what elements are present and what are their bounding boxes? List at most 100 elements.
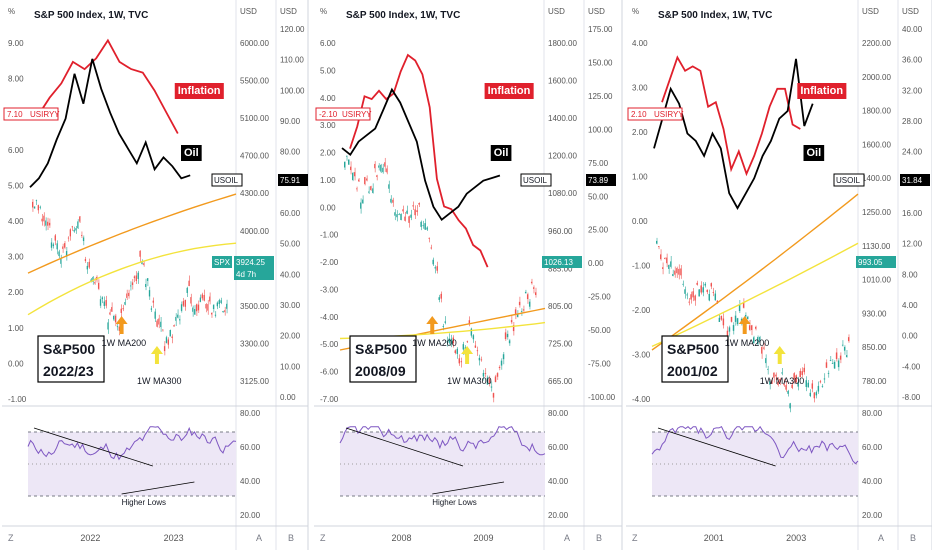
candle-body <box>672 274 674 277</box>
candle-body <box>528 301 531 307</box>
candle-body <box>674 270 676 275</box>
period-label-line2: 2022/23 <box>43 363 94 379</box>
left-tick-label: -2.00 <box>320 258 339 267</box>
candle-body <box>684 289 686 294</box>
candle-body <box>530 281 533 284</box>
candle-body <box>414 209 416 216</box>
ma200-label: 1W MA200 <box>412 338 457 348</box>
footer-a-button: A <box>878 533 884 543</box>
chart-title: S&P 500 Index, 1W, TVC <box>34 10 148 21</box>
candle-body <box>498 366 501 369</box>
candle-body <box>704 283 706 286</box>
left-tick-label: 1.00 <box>632 173 648 182</box>
mid-tick-label: 780.00 <box>862 377 887 386</box>
candle-body <box>518 301 521 306</box>
mid-tick-label: 1800.00 <box>862 107 891 116</box>
candle-body <box>194 309 196 315</box>
candle-body <box>114 315 117 323</box>
right-tick-label: 100.00 <box>280 86 305 95</box>
left-tick-label: 5.00 <box>320 66 336 75</box>
candle-body <box>787 390 789 394</box>
mid-tick-label: 1130.00 <box>862 242 891 251</box>
candle-body <box>364 177 366 185</box>
candle-body <box>466 341 469 343</box>
candle-body <box>797 381 799 387</box>
candle-body <box>440 293 442 299</box>
candle-body <box>71 226 73 228</box>
right-tick-label: 110.00 <box>280 56 304 65</box>
left-tick-label: 2.00 <box>320 149 336 158</box>
candle-body <box>152 300 154 303</box>
candle-body <box>133 276 136 279</box>
candle-body <box>785 385 787 390</box>
candle-body <box>39 206 41 208</box>
right-tick-label: -25.00 <box>588 293 611 302</box>
chart-panel-2: S&P 500 Index, 1W, TVC% USD USD 6.00 5.00 4.0… <box>314 0 623 550</box>
candle-body <box>789 403 791 409</box>
oil-value-tag <box>586 174 616 186</box>
right-tick-label: 150.00 <box>588 58 613 67</box>
mid-tick-label: 4700.00 <box>240 152 269 161</box>
right-tick-label: 80.00 <box>280 148 301 157</box>
candle-body <box>478 357 481 361</box>
candle-body <box>526 294 529 300</box>
candle-body <box>107 322 109 330</box>
left-tick-label: 2.00 <box>632 128 648 137</box>
candle-body <box>86 265 88 270</box>
right-tick-label: -100.00 <box>588 393 616 402</box>
candle-body <box>94 282 96 284</box>
ma300-arrow-icon <box>773 346 786 364</box>
candle-body <box>167 339 169 345</box>
rsi-tick-label: 20.00 <box>548 511 569 520</box>
mid-scale-title: USD <box>862 7 879 16</box>
candle-body <box>448 338 450 343</box>
candle-body <box>175 316 177 321</box>
mid-tick-label: 1400.00 <box>548 114 577 123</box>
candle-body <box>524 291 527 294</box>
left-scale-title: % <box>632 7 639 16</box>
candle-body <box>406 210 408 214</box>
rsi-tick-label: 80.00 <box>548 409 569 418</box>
candle-body <box>201 294 203 299</box>
oil-tag-name: USOIL <box>523 176 548 185</box>
right-tick-label: 75.00 <box>588 159 609 168</box>
spx-time-tag <box>234 268 274 280</box>
right-tick-label: 36.00 <box>902 56 923 65</box>
candle-body <box>160 321 162 328</box>
mid-tick-label: 3500.00 <box>240 302 269 311</box>
left-tick-label: 4.00 <box>320 94 336 103</box>
oil-tag-value: 73.89 <box>588 176 609 185</box>
ma300-label: 1W MA300 <box>137 376 182 386</box>
ma300-label: 1W MA300 <box>760 376 805 386</box>
candle-body <box>354 172 356 177</box>
mid-tick-label: 2000.00 <box>862 73 891 82</box>
candle-body <box>744 315 747 317</box>
candle-body <box>386 168 388 173</box>
candle-body <box>131 282 134 285</box>
candle-body <box>90 279 92 282</box>
candle-body <box>154 311 156 319</box>
candle-body <box>520 311 523 313</box>
oil-name-tag <box>211 173 243 187</box>
candle-body <box>130 285 132 287</box>
candle-body <box>476 350 479 352</box>
footer-b-button: B <box>288 533 294 543</box>
candle-body <box>430 247 432 249</box>
ma200-arrow-icon <box>115 316 128 334</box>
mid-tick-label: 1600.00 <box>862 140 891 149</box>
candle-body <box>720 315 723 320</box>
candle-body <box>732 325 735 331</box>
candle-body <box>759 337 761 343</box>
candle-body <box>356 188 358 190</box>
left-tick-label: -5.00 <box>320 340 339 349</box>
candle-body <box>510 320 513 323</box>
candle-body <box>394 212 396 216</box>
left-tick-label: -1.00 <box>8 395 27 404</box>
candle-body <box>92 276 94 282</box>
oil-series-line <box>29 58 191 188</box>
candle-body <box>793 373 795 380</box>
right-tick-label: 0.00 <box>588 259 604 268</box>
candle-body <box>398 214 400 216</box>
rsi-tick-label: 60.00 <box>240 443 261 452</box>
left-tick-label: -4.00 <box>632 395 651 404</box>
